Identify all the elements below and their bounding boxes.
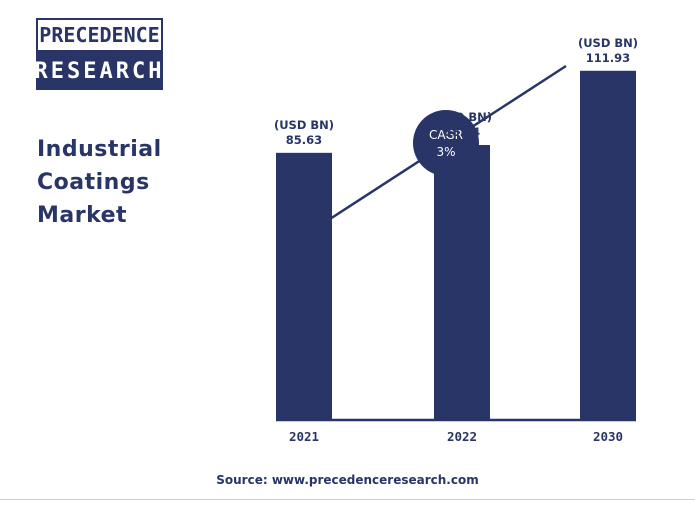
category-label: 2021 (289, 429, 319, 444)
precedence-research-logo: PRECEDENCE RESEARCH (35, 18, 163, 90)
title-line-3: Market (37, 203, 128, 228)
market-title: Industrial Coatings Market (37, 133, 162, 232)
cagr-badge: CAGR 3% (413, 110, 479, 176)
cagr-label: CAGR (429, 128, 463, 142)
footer-divider (0, 499, 695, 500)
category-label: 2022 (447, 429, 477, 444)
value-label: 85.63 (286, 133, 322, 147)
cagr-value: 3% (436, 145, 455, 159)
bar-2021 (276, 152, 332, 420)
bars-group (276, 70, 636, 421)
unit-label: (USD BN) (578, 36, 638, 50)
title-line-2: Coatings (37, 170, 150, 195)
bar-2022 (434, 145, 490, 420)
source-text: Source: www.precedenceresearch.com (216, 473, 479, 487)
cagr-circle (413, 110, 479, 176)
value-label: 111.93 (586, 51, 630, 65)
title-line-1: Industrial (37, 137, 162, 162)
unit-label: (USD BN) (432, 110, 492, 124)
unit-label: (USD BN) (274, 118, 334, 132)
value-label: 88.14 (444, 125, 480, 139)
category-label: 2030 (593, 429, 623, 444)
logo-line-1: PRECEDENCE (36, 18, 163, 52)
logo-line-2: RESEARCH (35, 52, 163, 90)
bar-2030 (580, 70, 636, 421)
